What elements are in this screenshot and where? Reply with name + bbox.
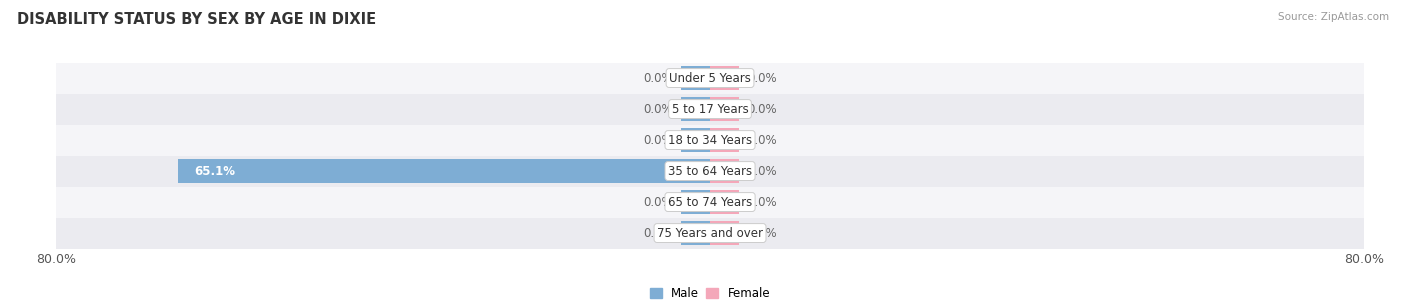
Text: 0.0%: 0.0% (747, 72, 776, 84)
Bar (710, 97, 738, 121)
Text: 0.0%: 0.0% (747, 134, 776, 146)
Text: Source: ZipAtlas.com: Source: ZipAtlas.com (1278, 12, 1389, 22)
Text: 0.0%: 0.0% (644, 102, 673, 116)
Bar (56, 156, 1364, 187)
Bar (56, 124, 1364, 156)
Text: 0.0%: 0.0% (747, 196, 776, 209)
Text: DISABILITY STATUS BY SEX BY AGE IN DIXIE: DISABILITY STATUS BY SEX BY AGE IN DIXIE (17, 12, 375, 27)
Bar (710, 159, 738, 183)
Text: 18 to 34 Years: 18 to 34 Years (668, 134, 752, 146)
Bar (682, 66, 710, 90)
Text: 35 to 64 Years: 35 to 64 Years (668, 165, 752, 178)
Legend: Male, Female: Male, Female (645, 282, 775, 305)
Bar (710, 190, 738, 214)
Bar (682, 190, 710, 214)
Bar (682, 221, 710, 245)
Text: 0.0%: 0.0% (644, 72, 673, 84)
Bar (179, 159, 710, 183)
Text: 5 to 17 Years: 5 to 17 Years (672, 102, 748, 116)
Bar (56, 94, 1364, 124)
Bar (56, 63, 1364, 94)
Text: 0.0%: 0.0% (747, 227, 776, 239)
Bar (682, 128, 710, 152)
Text: 65 to 74 Years: 65 to 74 Years (668, 196, 752, 209)
Bar (710, 221, 738, 245)
Bar (710, 66, 738, 90)
Text: 0.0%: 0.0% (747, 165, 776, 178)
Bar (56, 217, 1364, 249)
Text: 0.0%: 0.0% (644, 134, 673, 146)
Text: 75 Years and over: 75 Years and over (657, 227, 763, 239)
Text: 65.1%: 65.1% (194, 165, 235, 178)
Bar (56, 187, 1364, 217)
Bar (710, 128, 738, 152)
Text: 0.0%: 0.0% (644, 196, 673, 209)
Text: 0.0%: 0.0% (644, 227, 673, 239)
Text: 0.0%: 0.0% (747, 102, 776, 116)
Bar (682, 97, 710, 121)
Text: Under 5 Years: Under 5 Years (669, 72, 751, 84)
